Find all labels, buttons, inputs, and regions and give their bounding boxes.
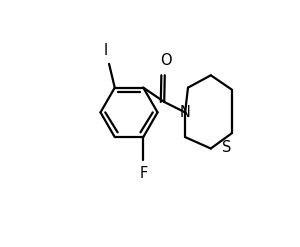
Text: S: S xyxy=(222,140,232,155)
Text: I: I xyxy=(104,43,108,58)
Text: O: O xyxy=(160,53,171,68)
Text: F: F xyxy=(139,166,147,181)
Text: N: N xyxy=(180,105,190,120)
